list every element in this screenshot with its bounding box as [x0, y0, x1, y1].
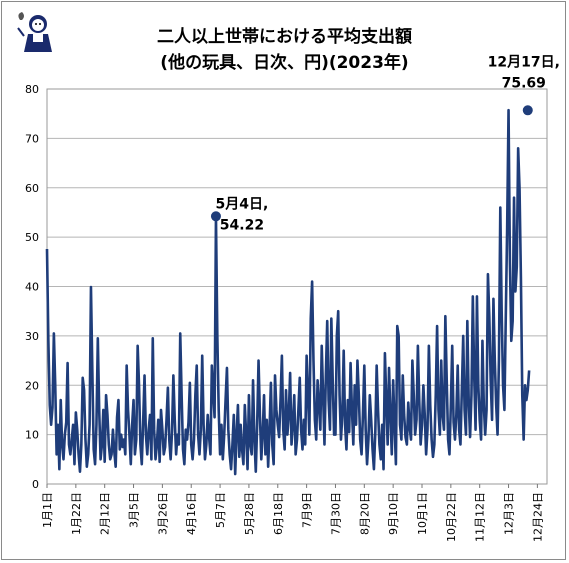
annotation-value: 54.22	[220, 217, 264, 233]
chart-title-line2: (他の玩具、日次、円)(2023年)	[160, 53, 409, 73]
x-tick-label: 12月3日	[503, 492, 516, 535]
annotation-date: 5月4日,	[216, 196, 269, 212]
x-tick-label: 1月1日	[41, 492, 54, 528]
x-tick-label: 1月22日	[70, 492, 83, 535]
y-tick-label: 50	[25, 231, 39, 244]
peak-marker	[522, 105, 533, 116]
x-tick-label: 8月20日	[358, 492, 371, 535]
series-line	[45, 108, 531, 476]
y-tick-label: 60	[25, 182, 39, 195]
annotation-value: 75.69	[502, 75, 546, 91]
y-tick-label: 70	[25, 132, 39, 145]
y-tick-label: 10	[25, 429, 39, 442]
y-tick-label: 0	[32, 478, 39, 491]
x-tick-label: 4月16日	[185, 492, 198, 535]
x-tick-label: 10月1日	[416, 492, 429, 535]
x-tick-label: 10月22日	[445, 492, 458, 542]
y-tick-label: 40	[25, 281, 39, 294]
x-tick-label: 7月9日	[301, 492, 314, 528]
annotation-date: 12月17日,	[488, 54, 560, 70]
peak-marker	[210, 211, 221, 222]
x-tick-label: 3月26日	[156, 492, 169, 535]
y-tick-label: 20	[25, 379, 39, 392]
x-tick-label: 6月18日	[272, 492, 285, 535]
x-tick-label: 2月12日	[99, 492, 112, 535]
x-tick-label: 5月28日	[243, 492, 256, 535]
x-tick-label: 12月24日	[531, 492, 544, 542]
x-tick-label: 9月10日	[387, 492, 400, 535]
x-tick-label: 7月30日	[329, 492, 342, 535]
x-tick-label: 5月7日	[214, 492, 227, 528]
mascot-icon	[14, 10, 58, 56]
chart-title-line1: 二人以上世帯における平均支出額	[157, 27, 412, 47]
x-tick-label: 11月12日	[474, 492, 487, 542]
y-tick-label: 30	[25, 330, 39, 343]
x-tick-label: 3月5日	[128, 492, 141, 528]
y-tick-label: 80	[25, 83, 39, 96]
